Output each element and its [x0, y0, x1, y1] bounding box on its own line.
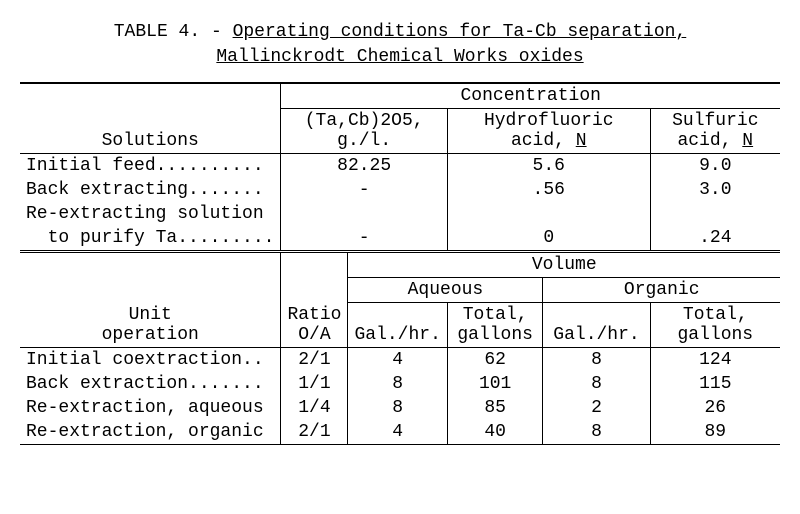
header-total2: gallons: [457, 325, 533, 345]
data-table: Solutions Concentration (Ta,Cb)2O5, g./l…: [20, 82, 780, 445]
cell: -: [281, 178, 447, 202]
cell: -: [281, 226, 447, 252]
header-hf: Hydrofluoric acid, N: [447, 109, 650, 154]
header-ratio2: O/A: [298, 325, 330, 345]
header-oxide: (Ta,Cb)2O5, g./l.: [281, 109, 447, 154]
header-sulfuric-n: N: [742, 131, 753, 151]
header-org-galhr: Gal./hr.: [543, 303, 650, 348]
cell: 89: [650, 420, 780, 445]
header-organic: Organic: [543, 278, 780, 303]
cell: 1/1: [281, 372, 348, 396]
header-solutions: Solutions: [20, 83, 281, 154]
cell: 40: [447, 420, 543, 445]
cell-label: Re-extraction, organic: [20, 420, 281, 445]
cell: 2: [543, 396, 650, 420]
cell: 124: [650, 348, 780, 373]
cell: [650, 202, 780, 226]
cell: 4: [348, 420, 447, 445]
cell-label: Re-extracting solution: [20, 202, 281, 226]
cell: 101: [447, 372, 543, 396]
header-hf-n: N: [576, 131, 587, 151]
title-line2: Mallinckrodt Chemical Works oxides: [20, 45, 780, 70]
cell: 8: [543, 420, 650, 445]
cell: [447, 202, 650, 226]
cell: 5.6: [447, 154, 650, 179]
header-unit: Unit: [129, 305, 172, 325]
cell: 8: [348, 372, 447, 396]
cell: 85: [447, 396, 543, 420]
header-total1: Total,: [463, 305, 528, 325]
cell: .24: [650, 226, 780, 252]
header-concentration: Concentration: [281, 83, 780, 109]
cell-label: Back extracting.......: [20, 178, 281, 202]
title-prefix: TABLE 4. -: [114, 22, 233, 42]
cell: 0: [447, 226, 650, 252]
cell: 4: [348, 348, 447, 373]
cell-label: Initial coextraction..: [20, 348, 281, 373]
cell: 1/4: [281, 396, 348, 420]
table-title: TABLE 4. - Operating conditions for Ta-C…: [20, 20, 780, 70]
cell: 26: [650, 396, 780, 420]
cell-label: Back extraction.......: [20, 372, 281, 396]
cell-label: Re-extraction, aqueous: [20, 396, 281, 420]
header-aq-total: Total, gallons: [447, 303, 543, 348]
cell: 9.0: [650, 154, 780, 179]
header-volume: Volume: [348, 252, 780, 278]
header-total2b: gallons: [677, 325, 753, 345]
cell: 8: [543, 372, 650, 396]
cell: 62: [447, 348, 543, 373]
header-aqueous: Aqueous: [348, 278, 543, 303]
cell: 8: [543, 348, 650, 373]
header-operation: operation: [102, 325, 199, 345]
header-aq-galhr: Gal./hr.: [348, 303, 447, 348]
title-line1: Operating conditions for Ta-Cb separatio…: [233, 22, 687, 42]
cell: .56: [447, 178, 650, 202]
cell-label: to purify Ta.........: [20, 226, 281, 252]
header-oxide-a: (Ta,Cb)2O5,: [305, 111, 424, 131]
cell: 2/1: [281, 420, 348, 445]
header-sulfuric: Sulfuric acid, N: [650, 109, 780, 154]
cell: 8: [348, 396, 447, 420]
header-hf-text: Hydrofluoric acid,: [484, 111, 614, 151]
cell: 3.0: [650, 178, 780, 202]
header-ratio: Ratio O/A: [281, 252, 348, 348]
cell: [281, 202, 447, 226]
header-unit-operation: Unit operation: [20, 252, 281, 348]
header-ratio1: Ratio: [287, 305, 341, 325]
header-org-total: Total, gallons: [650, 303, 780, 348]
cell: 2/1: [281, 348, 348, 373]
cell: 115: [650, 372, 780, 396]
header-oxide-b: g./l.: [337, 131, 391, 151]
header-total1b: Total,: [683, 305, 748, 325]
cell: 82.25: [281, 154, 447, 179]
cell-label: Initial feed..........: [20, 154, 281, 179]
